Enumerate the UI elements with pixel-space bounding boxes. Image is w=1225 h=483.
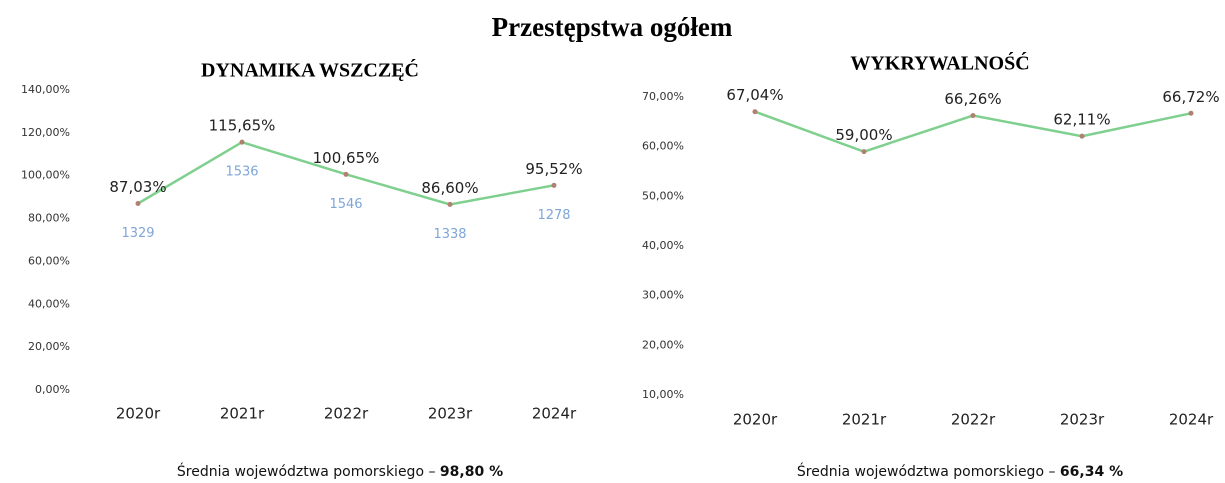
average-value: 66,34 % (1060, 464, 1123, 480)
value-label: 95,52% (525, 160, 582, 178)
point (343, 171, 349, 177)
value-label: 66,26% (944, 90, 1001, 108)
x-tick-label: 2020r (733, 411, 778, 429)
average-note: Średnia województwa pomorskiego – 66,34 … (797, 462, 1123, 480)
point (135, 201, 141, 207)
chart-title: WYKRYWALNOŚĆ (850, 51, 1029, 75)
x-tick-label: 2023r (428, 405, 473, 423)
average-text: Średnia województwa pomorskiego – (177, 462, 436, 480)
y-tick-label: 50,00% (642, 189, 684, 202)
x-tick-label: 2022r (951, 411, 996, 429)
x-tick-label: 2023r (1060, 411, 1105, 429)
value-label: 87,03% (109, 178, 166, 196)
value-label: 62,11% (1053, 111, 1110, 129)
value-label: 59,00% (835, 126, 892, 144)
x-tick-label: 2020r (116, 405, 161, 423)
chart-title: DYNAMIKA WSZCZĘĆ (201, 58, 419, 82)
point (752, 109, 758, 115)
y-tick-label: 120,00% (21, 126, 70, 139)
point (447, 201, 453, 207)
y-tick-label: 60,00% (642, 140, 684, 153)
average-note: Średnia województwa pomorskiego – 98,80 … (177, 462, 503, 480)
point (861, 149, 867, 155)
count-label: 1278 (537, 208, 570, 223)
y-tick-label: 40,00% (642, 239, 684, 252)
average-text: Średnia województwa pomorskiego – (797, 462, 1056, 480)
point (1188, 110, 1194, 116)
y-tick-label: 20,00% (642, 338, 684, 351)
count-label: 1338 (433, 227, 466, 242)
x-tick-label: 2024r (1169, 411, 1214, 429)
y-tick-label: 60,00% (28, 254, 70, 267)
value-label: 86,60% (421, 179, 478, 197)
y-tick-label: 20,00% (28, 340, 70, 353)
y-tick-label: 40,00% (28, 297, 70, 310)
count-label: 1536 (225, 165, 258, 180)
point (1079, 133, 1085, 139)
value-label: 66,72% (1162, 88, 1219, 106)
y-tick-label: 30,00% (642, 289, 684, 302)
y-tick-label: 80,00% (28, 212, 70, 225)
value-label: 115,65% (209, 117, 276, 135)
average-value: 98,80 % (440, 464, 503, 480)
value-label: 67,04% (726, 86, 783, 104)
x-tick-label: 2024r (532, 405, 577, 423)
main-title: Przestępstwa ogółem (492, 12, 733, 42)
y-tick-label: 100,00% (21, 169, 70, 182)
y-tick-label: 70,00% (642, 90, 684, 103)
count-label: 1329 (121, 226, 154, 241)
x-tick-label: 2021r (220, 405, 265, 423)
y-tick-label: 10,00% (642, 388, 684, 401)
point (970, 113, 976, 119)
point (551, 182, 557, 188)
point (239, 139, 245, 145)
value-label: 100,65% (313, 149, 380, 167)
x-tick-label: 2022r (324, 405, 369, 423)
y-tick-label: 0,00% (35, 383, 70, 396)
count-label: 1546 (329, 197, 362, 212)
y-tick-label: 140,00% (21, 83, 70, 96)
x-tick-label: 2021r (842, 411, 887, 429)
